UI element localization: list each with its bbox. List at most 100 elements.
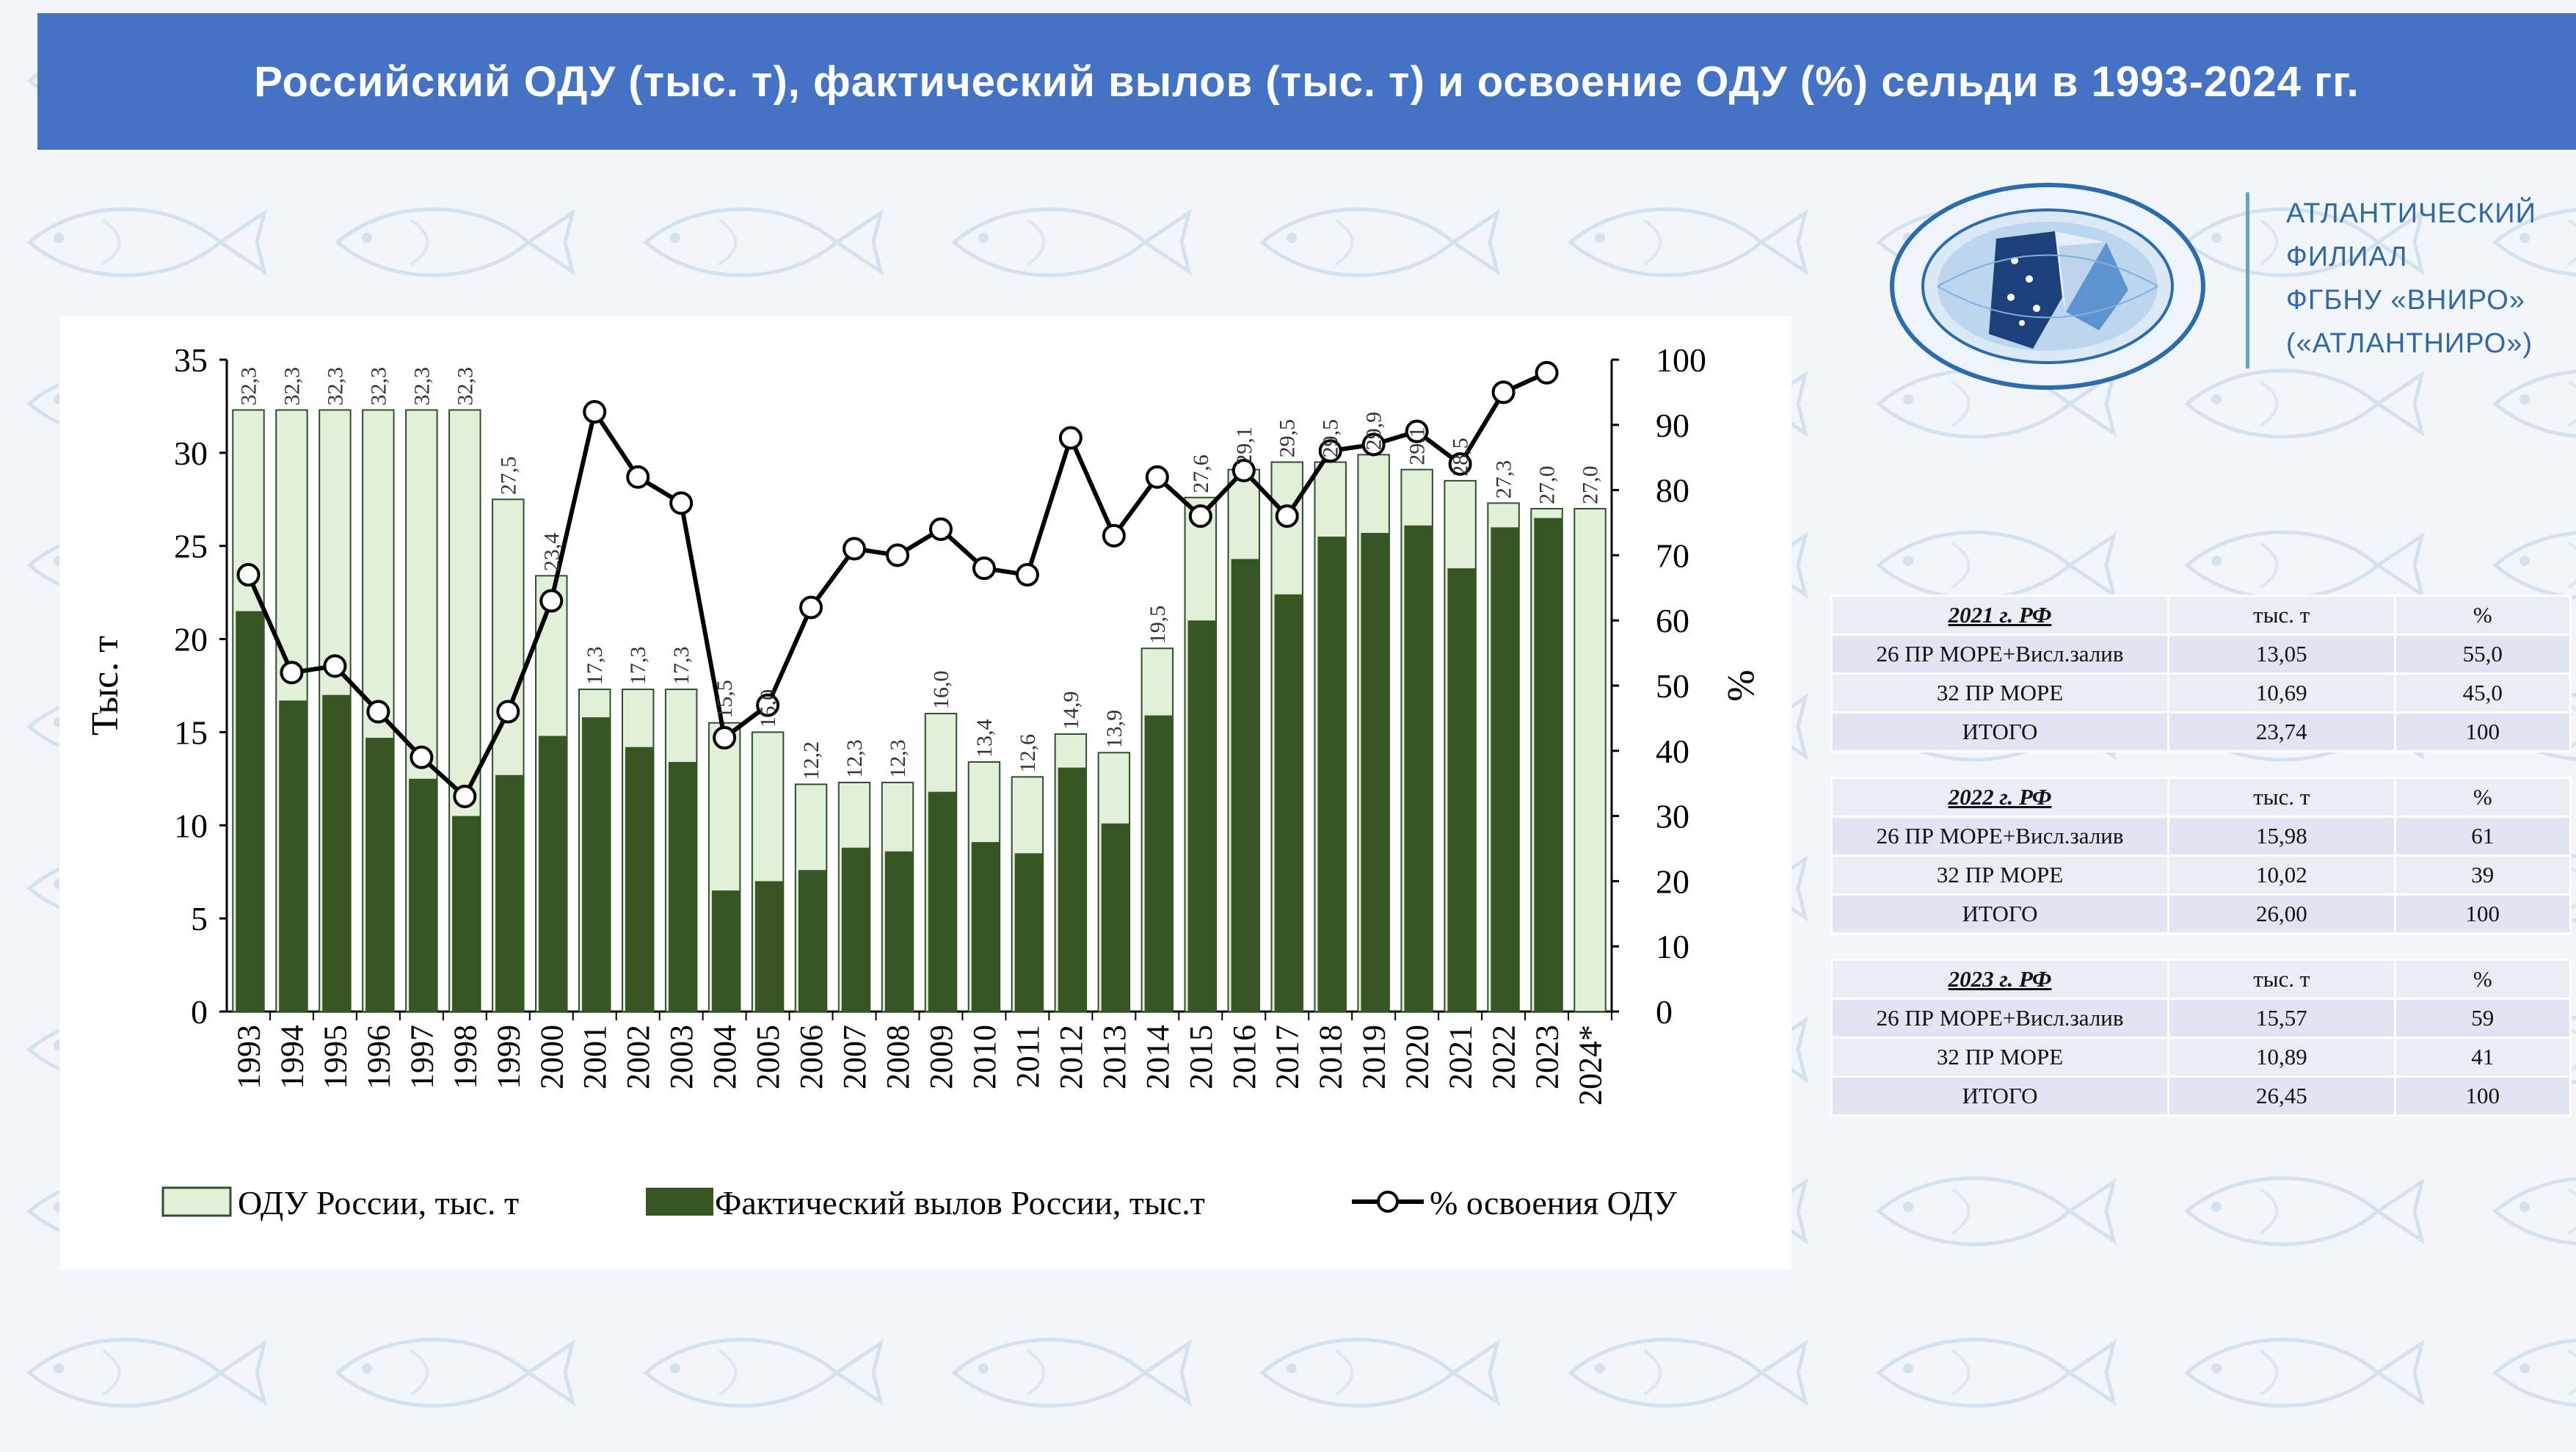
chart-labels: 32,3 32,3 32,3 32,3 32,3 32,3 27,5 23,4 17,3 17,3… [236,367,1602,780]
legend-label-percent: % освоения ОДУ [1430,1184,1678,1222]
x-tick-label: 2018 [1313,1025,1349,1089]
x-tick-label: 2008 [880,1025,916,1089]
table-cell: 10,89 [2167,1037,2396,1078]
x-tick-label: 2012 [1053,1025,1089,1089]
quota-data-label: 12,3 [886,739,910,778]
table-cell: 32 ПР МОРЕ [1830,1037,2170,1078]
x-tick-label: 2009 [923,1025,959,1089]
x-tick-label: 2019 [1356,1025,1392,1089]
catch-bar [971,842,1000,1012]
x-tick-label: 2005 [750,1025,786,1089]
quota-data-label: 27,5 [496,457,520,496]
x-tick-label: 2010 [967,1025,1003,1089]
quota-data-label: 32,3 [236,367,261,406]
x-tick-label: 2023 [1529,1025,1565,1089]
table-percent-header: % [2393,959,2572,1000]
y2-tick-label: 60 [1656,602,1689,639]
table-row: 26 ПР МОРЕ+Висл.залив 15,98 61 [1830,816,2572,857]
table-row: ИТОГО 23,74 100 [1830,711,2572,752]
catch-bar [409,778,437,1012]
table-row: 32 ПР МОРЕ 10,02 39 [1830,854,2572,896]
legend-point-percent [1377,1191,1399,1213]
table-cell: 100 [2393,1075,2572,1117]
quota-data-label: 29,9 [1362,412,1386,451]
x-tick-label: 1993 [230,1025,266,1089]
catch-bar [539,736,567,1012]
quota-data-label: 27,6 [1189,454,1213,493]
y2-tick-label: 40 [1656,733,1689,770]
quota-data-label: 27,0 [1579,465,1603,504]
quota-data-label: 23,4 [539,533,564,572]
x-tick-label: 2011 [1010,1025,1046,1088]
percent-point [583,400,607,424]
y-tick-label: 15 [174,714,208,751]
table-cell: 55,0 [2393,634,2572,675]
x-tick-label: 2004 [707,1025,743,1089]
quota-data-label: 13,9 [1102,710,1127,749]
table-cell: 10,69 [2167,672,2396,714]
percent-point [626,465,650,489]
catch-bar [236,611,264,1012]
y2-tick-label: 100 [1656,341,1706,379]
catch-bar [1447,568,1476,1012]
percent-point [1535,360,1559,385]
table-cell: 59 [2393,998,2572,1039]
catch-table-2021: 2021 г. РФ тыс. т % 26 ПР МОРЕ+Висл.зали… [1830,595,2572,752]
x-tick-label: 2001 [577,1025,613,1089]
catch-bar [798,870,827,1012]
legend-label-catch: Фактический вылов России, тыс.т [715,1184,1205,1222]
catch-bar [1101,823,1130,1012]
catch-bar [884,851,914,1012]
table-cell: 100 [2393,893,2572,934]
percent-point [453,784,477,808]
table-cell: 26 ПР МОРЕ+Висл.залив [1830,816,2170,857]
x-tick-label: 1999 [490,1025,526,1089]
table-row: 26 ПР МОРЕ+Висл.залив 13,05 55,0 [1830,634,2572,675]
catch-bar [1014,853,1044,1012]
percent-point [1361,432,1386,457]
catch-table-2022: 2022 г. РФ тыс. т % 26 ПР МОРЕ+Висл.зали… [1830,777,2572,934]
table-row: 32 ПР МОРЕ 10,69 45,0 [1830,672,2572,714]
catch-bar [582,717,611,1012]
table-year-header: 2021 г. РФ [1830,595,2170,636]
x-tick-label: 2022 [1486,1025,1522,1089]
percent-point [1145,465,1169,489]
table-header-row: 2023 г. РФ тыс. т % [1830,959,2572,1000]
chart-bars [232,409,1607,1013]
percent-point [1318,439,1342,463]
x-tick-label: 1998 [447,1025,483,1089]
percent-point [1015,563,1039,587]
catch-bar [1404,525,1433,1012]
catch-bar [452,816,481,1012]
org-line-4: («АТЛАНТНИРО») [2286,328,2533,359]
table-percent-header: % [2393,595,2572,636]
quota-data-label: 27,3 [1492,460,1516,499]
x-tick-label: 1996 [360,1025,396,1089]
y-tick-label: 35 [174,341,208,379]
catch-bar [841,847,870,1012]
quota-data-label: 29,5 [1276,419,1300,458]
title-bar: Российский ОДУ (тыс. т), фактический выл… [37,13,2576,150]
percent-point [1058,426,1083,450]
table-cell: 45,0 [2393,672,2572,714]
table-row: ИТОГО 26,45 100 [1830,1075,2572,1117]
percent-point [496,700,520,724]
quota-data-label: 17,3 [583,647,607,686]
y2-tick-label: 20 [1656,863,1689,900]
catch-bar [1274,594,1303,1012]
x-tick-label: 1997 [404,1025,440,1089]
table-row: ИТОГО 26,00 100 [1830,893,2572,934]
table-cell: 15,57 [2167,998,2396,1039]
x-tick-label: 1994 [274,1025,310,1089]
y2-tick-label: 0 [1656,993,1673,1031]
y-axis-title: Тыс. т [84,636,126,736]
x-tick-label: 1995 [317,1025,353,1089]
catch-bar [279,700,308,1012]
y-tick-label: 25 [174,528,208,565]
catch-bar [1361,532,1389,1012]
catch-bar [322,694,351,1012]
percent-point [1275,504,1299,529]
table-cell: 13,05 [2167,634,2396,675]
x-tick-label: 2017 [1270,1025,1306,1089]
x-tick-label: 2007 [837,1025,873,1089]
